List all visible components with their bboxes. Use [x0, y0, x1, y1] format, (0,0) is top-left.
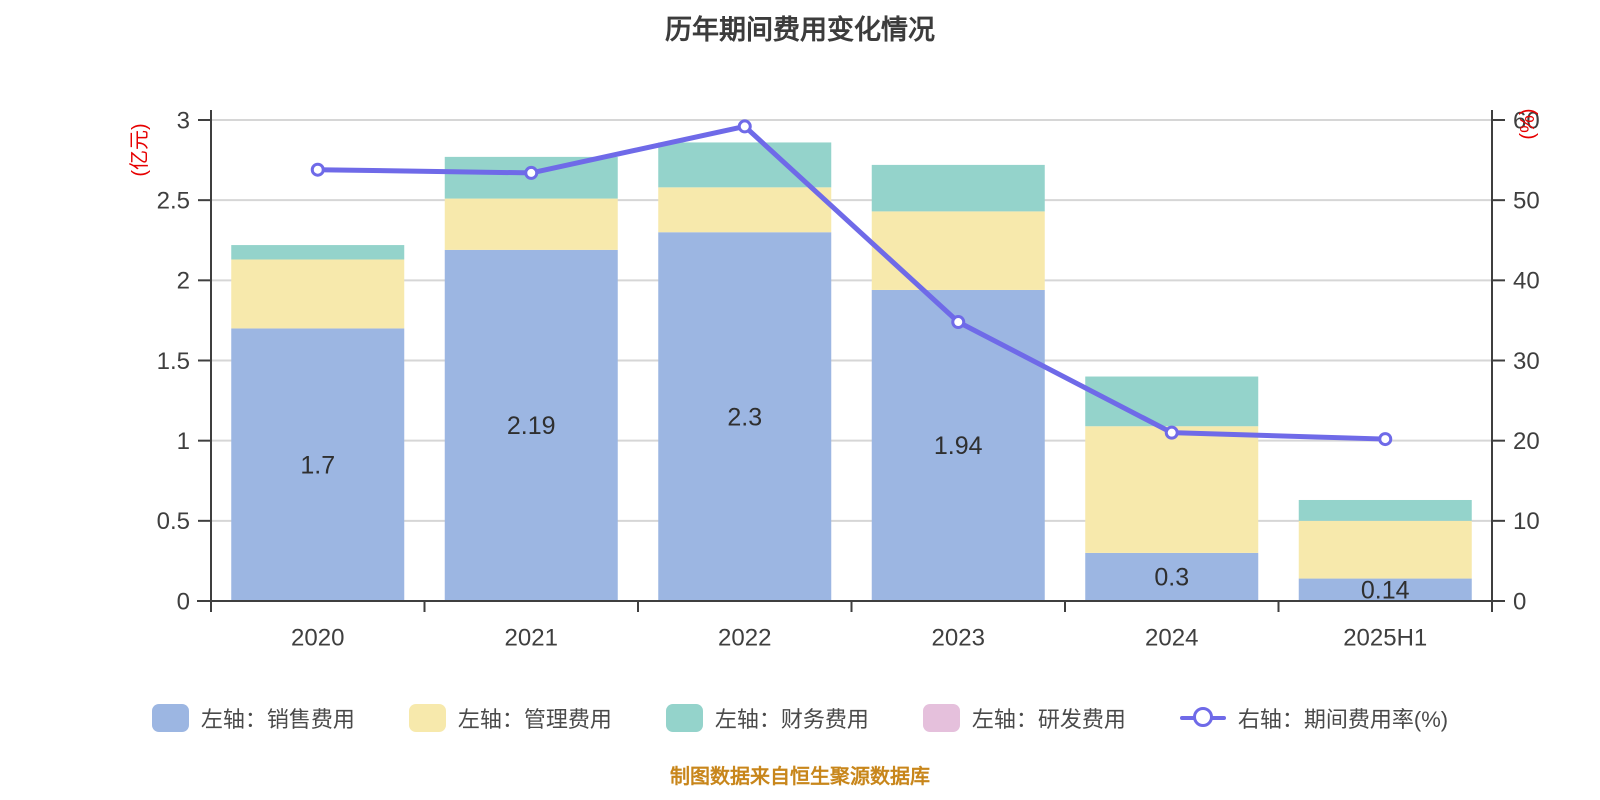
- bar-segment-management-2024[interactable]: [1085, 426, 1259, 553]
- y-tick-label-left: 1: [177, 428, 190, 455]
- bar-segment-sales-2021[interactable]: [444, 249, 618, 601]
- bar-segment-finance-2023[interactable]: [871, 164, 1045, 212]
- bar-value-label: 1.94: [934, 432, 983, 460]
- y-tick-label-right: 0: [1513, 588, 1526, 615]
- y-tick-label-left: 0: [177, 588, 190, 615]
- bar-segment-management-2020[interactable]: [231, 259, 405, 329]
- bar-segment-sales-2022[interactable]: [658, 232, 832, 601]
- y-tick-label-left: 2.5: [157, 188, 190, 215]
- bar-segment-management-2023[interactable]: [871, 211, 1045, 290]
- legend-label: 左轴：财务费用: [714, 707, 869, 732]
- legend-swatch-icon: [922, 704, 960, 732]
- bar-segment-management-2022[interactable]: [658, 187, 832, 233]
- legend-swatch-icon: [665, 704, 703, 732]
- y-tick-label-left: 3: [177, 107, 190, 134]
- rate-point-2021[interactable]: [524, 165, 539, 180]
- y-tick-label-right: 20: [1513, 428, 1540, 455]
- chart-title: 历年期间费用变化情况: [665, 15, 935, 45]
- y-tick-label-right: 10: [1513, 508, 1540, 535]
- bar-segment-management-2025H1[interactable]: [1298, 520, 1472, 579]
- legend-label: 左轴：研发费用: [971, 707, 1126, 732]
- chart-legend: 左轴：销售费用 左轴：管理费用 左轴：财务费用 左轴：研发费用 右轴：期间费用率(%): [0, 702, 1600, 734]
- y-tick-label-right: 40: [1513, 268, 1540, 295]
- legend-label: 左轴：销售费用: [200, 707, 355, 732]
- right-axis-unit-label: (%): [1517, 108, 1539, 139]
- chart-canvas: 1.72.19 2.31.940.3 0.1400.511.522.53010203…: [128, 107, 1540, 651]
- bar-segment-sales-2024[interactable]: [1085, 552, 1259, 601]
- legend-item-management[interactable]: 左轴：管理费用: [408, 702, 612, 734]
- x-category-label: 2020: [291, 624, 344, 651]
- bar-value-label: 1.7: [300, 451, 335, 479]
- x-category-label: 2024: [1145, 624, 1198, 651]
- legend-swatch-icon: [151, 704, 189, 732]
- bar-value-label: 2.19: [507, 412, 556, 440]
- legend-label: 左轴：管理费用: [457, 707, 612, 732]
- bar-segment-sales-2020[interactable]: [231, 328, 405, 601]
- bar-value-label: 2.3: [727, 403, 762, 431]
- y-tick-label-left: 0.5: [157, 508, 190, 535]
- bar-segment-sales-2025H1[interactable]: [1298, 578, 1472, 601]
- bar-segment-finance-2020[interactable]: [231, 245, 405, 260]
- rate-line: [315, 123, 1388, 442]
- bar-value-label: 0.14: [1361, 577, 1410, 605]
- x-category-label: 2022: [718, 624, 771, 651]
- y-tick-label-right: 60: [1513, 107, 1540, 134]
- x-category-label: 2023: [932, 624, 985, 651]
- y-tick-label-right: 50: [1513, 188, 1540, 215]
- legend-swatch-icon: [408, 704, 446, 732]
- legend-item-rd[interactable]: 左轴：研发费用: [922, 702, 1126, 734]
- rate-point-2020[interactable]: [310, 162, 325, 177]
- y-tick-label-right: 30: [1513, 348, 1540, 375]
- legend-item-line[interactable]: 右轴：期间费用率(%): [1179, 702, 1449, 734]
- legend-item-finance[interactable]: 左轴：财务费用: [665, 702, 869, 734]
- y-tick-label-left: 2: [177, 268, 190, 295]
- bar-value-label: 0.3: [1154, 564, 1189, 592]
- x-category-label: 2025H1: [1343, 624, 1427, 651]
- left-axis-unit-label: (亿元): [128, 123, 151, 176]
- y-tick-label-left: 1.5: [157, 348, 190, 375]
- legend-line-dot: [1192, 707, 1213, 727]
- rate-point-2024[interactable]: [1164, 425, 1179, 440]
- rate-point-2022[interactable]: [737, 119, 752, 134]
- bar-segment-sales-2023[interactable]: [871, 289, 1045, 601]
- bar-segment-finance-2025H1[interactable]: [1298, 499, 1472, 521]
- legend-item-sales[interactable]: 左轴：销售费用: [151, 702, 355, 734]
- rate-point-2023[interactable]: [951, 315, 966, 330]
- legend-line-marker-icon: [1179, 707, 1226, 729]
- data-source-note: 制图数据来自恒生聚源数据库: [670, 766, 930, 788]
- x-category-label: 2021: [505, 624, 558, 651]
- legend-label: 右轴：期间费用率(%): [1237, 707, 1449, 732]
- bar-segment-management-2021[interactable]: [444, 198, 618, 250]
- rate-point-2025H1[interactable]: [1378, 432, 1393, 447]
